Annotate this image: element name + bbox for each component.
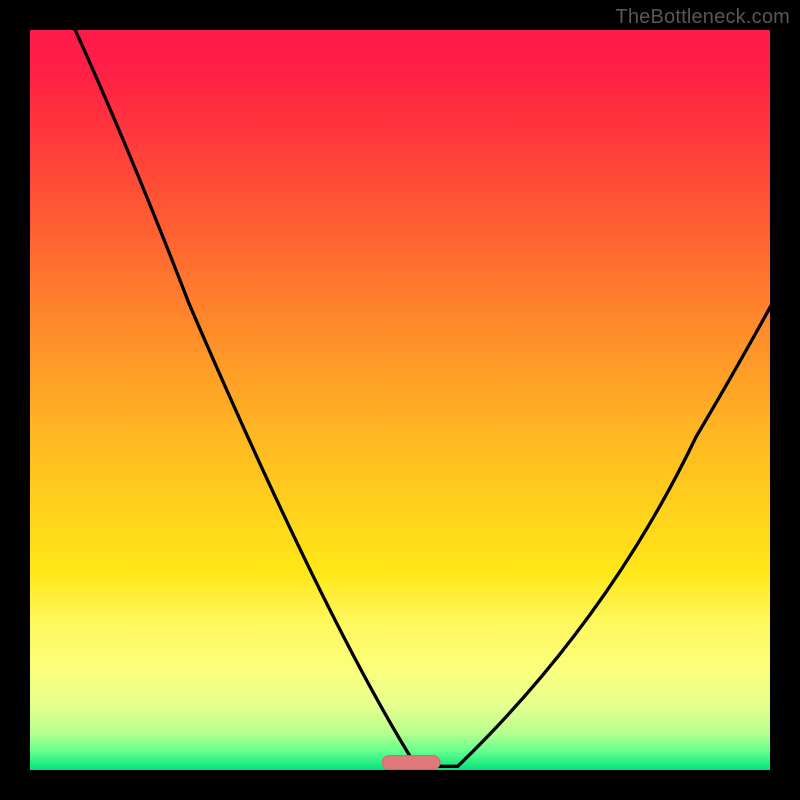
chart-stage: TheBottleneck.com	[0, 0, 800, 800]
optimal-zone-marker	[382, 756, 440, 770]
bottleneck-chart	[0, 0, 800, 800]
gradient-background	[30, 30, 770, 770]
watermark-text: TheBottleneck.com	[615, 6, 790, 29]
